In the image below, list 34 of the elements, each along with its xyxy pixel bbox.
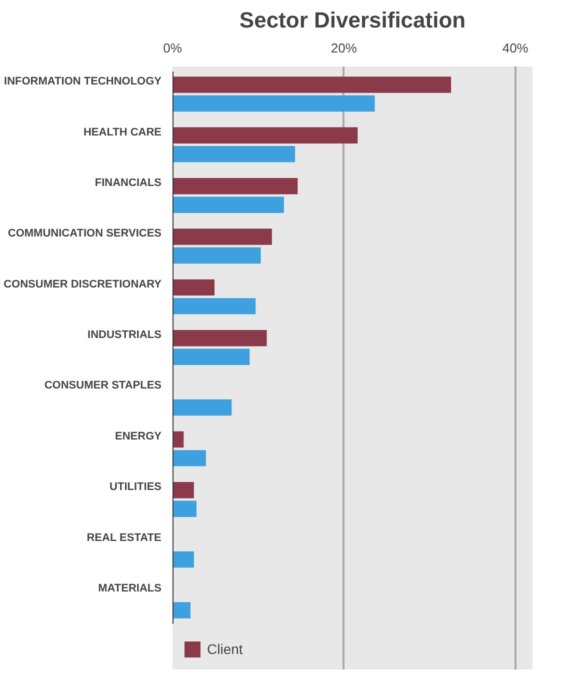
y-tick-label: REAL ESTATE bbox=[86, 532, 162, 544]
bar bbox=[172, 279, 214, 296]
bar bbox=[172, 330, 267, 346]
bar bbox=[172, 95, 375, 112]
bar bbox=[172, 196, 284, 213]
bar bbox=[172, 450, 206, 466]
x-tick-label: 0% bbox=[163, 40, 182, 56]
bar bbox=[172, 127, 358, 144]
y-tick-label: INDUSTRIALS bbox=[88, 329, 162, 342]
chart-title: Sector Diversification bbox=[239, 8, 466, 32]
bar bbox=[172, 482, 194, 498]
bar bbox=[172, 146, 296, 162]
bar bbox=[172, 76, 452, 93]
bar bbox=[172, 551, 194, 568]
bar bbox=[172, 348, 250, 365]
bar bbox=[172, 298, 256, 314]
y-tick-label: COMMUNICATION SERVICES bbox=[8, 228, 162, 240]
bar bbox=[172, 178, 298, 194]
bar bbox=[172, 247, 261, 264]
bar bbox=[172, 399, 232, 416]
y-tick-label: UTILITIES bbox=[110, 481, 162, 494]
bar bbox=[172, 500, 196, 517]
y-tick-label: CONSUMER DISCRETIONARY bbox=[4, 278, 162, 290]
bar bbox=[172, 602, 190, 618]
legend-label: Client bbox=[207, 641, 243, 657]
y-tick-label: ENERGY bbox=[115, 430, 162, 442]
x-tick-label: 40% bbox=[502, 40, 529, 56]
x-tick-label: 20% bbox=[330, 40, 358, 56]
y-tick-label: HEALTH CARE bbox=[83, 126, 162, 138]
y-tick-label: MATERIALS bbox=[98, 582, 162, 594]
y-tick-label: FINANCIALS bbox=[94, 177, 162, 190]
y-tick-label: INFORMATION TECHNOLOGY bbox=[4, 76, 162, 88]
bar bbox=[172, 228, 272, 245]
y-tick-label: CONSUMER STAPLES bbox=[44, 380, 162, 392]
